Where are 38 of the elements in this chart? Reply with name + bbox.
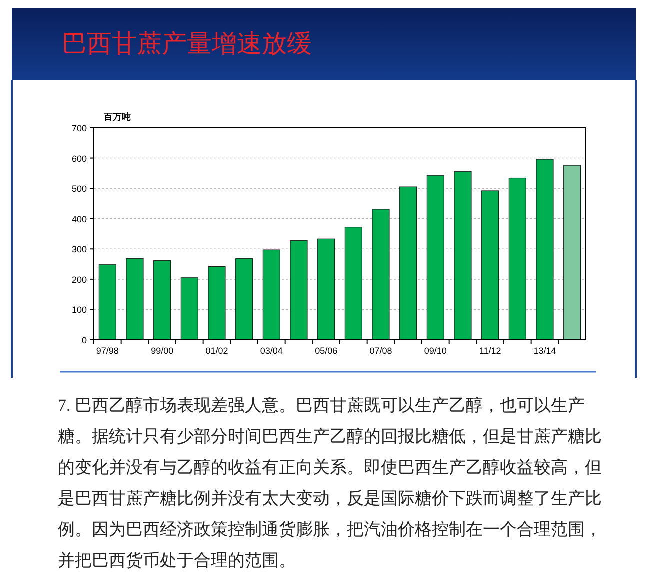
bar bbox=[318, 238, 336, 340]
y-tick-label: 500 bbox=[72, 184, 87, 194]
y-tick-label: 0 bbox=[82, 336, 87, 346]
bar bbox=[372, 209, 390, 340]
y-axis-title: 百万吨 bbox=[103, 112, 131, 122]
y-tick-label: 400 bbox=[72, 214, 87, 224]
bar bbox=[536, 159, 554, 340]
bar bbox=[454, 171, 472, 340]
bar bbox=[236, 258, 254, 340]
bar bbox=[98, 264, 116, 340]
y-tick-label: 300 bbox=[72, 244, 87, 255]
x-tick-label: 99/00 bbox=[151, 346, 174, 356]
bar bbox=[426, 175, 444, 340]
bar bbox=[180, 278, 198, 340]
y-tick-label: 600 bbox=[72, 154, 87, 164]
x-tick-label: 97/98 bbox=[96, 346, 119, 356]
bar bbox=[564, 165, 582, 340]
bar bbox=[262, 250, 280, 340]
x-tick-label: 13/14 bbox=[534, 346, 556, 356]
y-tick-label: 200 bbox=[72, 274, 87, 285]
x-tick-label: 11/12 bbox=[479, 346, 502, 356]
y-tick-label: 100 bbox=[72, 305, 87, 316]
x-tick-label: 09/10 bbox=[424, 346, 447, 356]
bar bbox=[508, 178, 526, 340]
x-tick-label: 01/02 bbox=[206, 346, 228, 356]
bar bbox=[290, 240, 308, 340]
bar bbox=[208, 266, 226, 340]
x-tick-label: 03/04 bbox=[260, 346, 283, 356]
chart-title: 巴西甘蔗产量增速放缓 bbox=[62, 29, 312, 58]
text: 7. 巴西乙醇市场表现差强人意。巴西甘蔗既可以生产乙醇，也可以生产糖。据统计只有少部分时间巴西生产乙醇的回报比糖低，但是甘蔗产糖比的变化并没有与乙醇的收益有正向关系。即使巴西生产乙醇收益较高，但是巴西甘蔗产糖比例并没有太大变动，反是国际糖价下跌而调整了生产比例。因为巴西经济政策控制通货膨胀，把汽油价格控制在一个合理范围，并把巴西货币处于合理的范围。 bbox=[58, 395, 603, 572]
y-tick-label: 700 bbox=[72, 124, 87, 134]
x-tick-label: 05/06 bbox=[315, 346, 338, 356]
x-tick-label: 07/08 bbox=[370, 346, 392, 356]
bar bbox=[400, 186, 418, 340]
bar bbox=[482, 190, 500, 340]
bar bbox=[344, 227, 362, 340]
bar bbox=[154, 260, 172, 340]
bar bbox=[126, 258, 144, 340]
